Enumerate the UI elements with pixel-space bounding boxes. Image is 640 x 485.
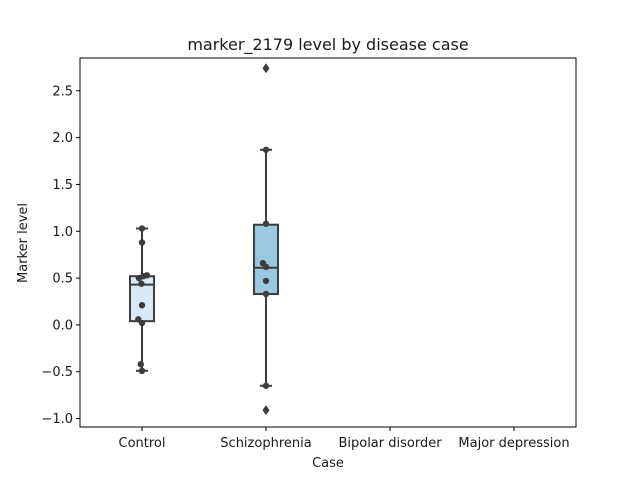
y-tick-label: 0.5: [52, 272, 73, 287]
data-point: [138, 225, 146, 232]
data-point: [262, 263, 270, 271]
x-tick-label: Schizophrenia: [220, 436, 311, 451]
x-tick-label: Major depression: [458, 436, 569, 451]
data-point: [138, 239, 146, 246]
plot-area: −1.0 −0.5 0.0 0.5 1.0 1.5 2.0 2.5 Control Schizop…: [41, 57, 577, 451]
data-point: [262, 146, 270, 153]
data-point: [262, 382, 270, 389]
data-point: [138, 280, 145, 287]
y-tick-label: 0.0: [52, 318, 73, 333]
y-axis-label: Marker level: [16, 203, 31, 283]
y-tick-label: 2.0: [52, 131, 73, 146]
data-point: [262, 290, 270, 298]
data-point: [138, 367, 146, 375]
chart-title: marker_2179 level by disease case: [187, 35, 468, 55]
data-point: [138, 302, 146, 309]
x-tick-label: Control: [119, 436, 166, 451]
y-tick-label: −0.5: [41, 365, 73, 380]
y-tick-label: 1.5: [52, 178, 73, 193]
x-axis-label: Case: [312, 456, 344, 471]
data-point: [262, 277, 270, 285]
data-point: [262, 220, 270, 227]
y-tick-label: −1.0: [41, 412, 73, 427]
data-point: [135, 274, 143, 282]
outlier-marker: [262, 63, 270, 74]
x-tick-label: Bipolar disorder: [338, 436, 442, 451]
data-point: [138, 319, 146, 327]
outlier-marker: [262, 405, 270, 416]
y-tick-label: 1.0: [52, 225, 73, 240]
data-point: [137, 361, 144, 368]
y-tick-label: 2.5: [52, 84, 73, 99]
plot-frame: [79, 57, 577, 428]
